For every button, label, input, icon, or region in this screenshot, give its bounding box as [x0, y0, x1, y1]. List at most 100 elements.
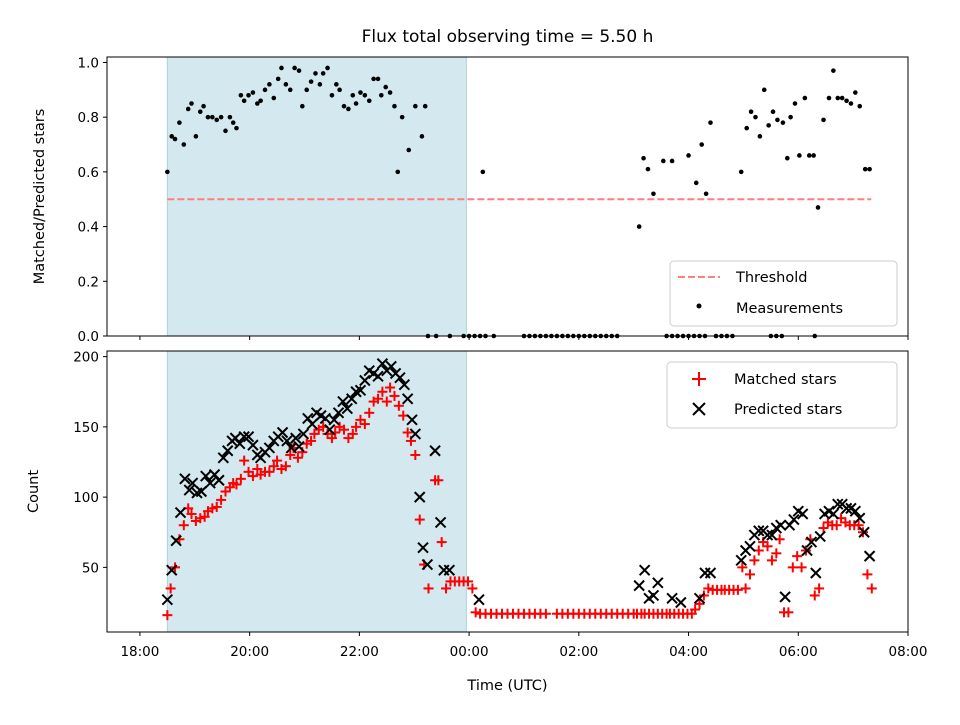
x-axis-label: Time (UTC) [466, 678, 547, 694]
matched-point [359, 419, 370, 430]
predicted-point [200, 470, 212, 482]
measurement-point [292, 65, 297, 71]
matched-point [740, 583, 751, 594]
measurement-point [651, 191, 656, 197]
measurement-point [353, 101, 359, 106]
measurement-point [770, 109, 776, 115]
matched-point [216, 494, 227, 505]
measurement-point [645, 166, 651, 172]
matched-point [436, 537, 447, 548]
measurement-point [661, 158, 666, 164]
matched-point [186, 508, 197, 519]
matched-point [766, 555, 777, 566]
predicted-point [693, 592, 706, 604]
predicted-point [854, 512, 866, 524]
predicted-point [281, 435, 293, 447]
predicted-point [166, 564, 178, 576]
bottom-y-tick-label: 50 [82, 560, 99, 576]
predicted-point [744, 540, 756, 553]
bottom-y-tick-label: 200 [73, 350, 99, 366]
predicted-point [652, 577, 664, 589]
measurement-point [395, 169, 401, 175]
legend-threshold-label: Threshold [735, 270, 807, 286]
measurement-point [317, 82, 323, 87]
predicted-point [735, 554, 747, 567]
matched-stars-series [162, 382, 877, 621]
measurement-point [383, 84, 389, 90]
x-tick-label: 20:00 [230, 644, 269, 660]
measurement-point [313, 71, 318, 76]
matched-point [796, 562, 807, 573]
measurement-point [350, 92, 356, 98]
measurement-point [218, 114, 224, 120]
matched-point [306, 435, 317, 446]
measurement-point [337, 87, 342, 93]
measurement-point [757, 134, 763, 139]
measurement-point [839, 95, 845, 101]
measurement-point [205, 114, 211, 120]
measurement-point [857, 103, 863, 109]
predicted-point [276, 426, 289, 439]
matched-point [339, 424, 350, 435]
measurement-point [296, 68, 302, 73]
measurement-point [826, 95, 832, 101]
predicted-point [788, 513, 800, 526]
matched-point [373, 393, 384, 404]
predicted-point [827, 508, 840, 520]
matched-point [862, 569, 873, 580]
measurement-point [234, 125, 239, 131]
measurement-point [853, 90, 858, 95]
matched-point [433, 475, 444, 486]
measurement-point [267, 82, 272, 87]
matched-point [377, 386, 388, 397]
predicted-point [204, 477, 216, 489]
measurement-point [250, 90, 256, 95]
predicted-point [328, 414, 340, 426]
matched-point [771, 548, 782, 559]
matched-point [787, 562, 798, 573]
measurement-point [210, 114, 215, 120]
measurement-point [341, 103, 347, 109]
predicted-point [401, 393, 414, 405]
x-tick-label: 02:00 [559, 644, 598, 660]
predicted-point [183, 484, 196, 496]
measurement-point [246, 92, 251, 98]
matched-point [866, 583, 877, 594]
matched-point [423, 583, 434, 594]
measurement-point [797, 153, 802, 158]
measurement-point [699, 142, 705, 147]
matched-point [470, 607, 481, 618]
matched-point [410, 449, 421, 460]
matched-point [235, 473, 246, 484]
matched-point [762, 541, 773, 552]
matched-point [280, 461, 291, 472]
matched-point [195, 513, 206, 524]
x-tick-label: 04:00 [669, 644, 708, 660]
predicted-point [675, 596, 687, 609]
matched-point [292, 452, 303, 463]
measurement-point [748, 109, 754, 115]
measurement-point [788, 114, 793, 120]
measurement-point [214, 117, 220, 123]
chart-title: Flux total observing time = 5.50 h [362, 27, 654, 47]
measurement-point [181, 142, 187, 147]
matched-point [178, 520, 189, 531]
measurement-point [165, 169, 170, 175]
measurement-point [177, 120, 182, 125]
matched-point [231, 479, 242, 490]
matched-point [749, 555, 760, 566]
predicted-point [345, 393, 358, 405]
matched-point [690, 604, 701, 615]
measurement-point [848, 101, 854, 106]
measurement-point [413, 103, 418, 109]
measurement-point [703, 191, 709, 197]
predicted-point [417, 541, 429, 554]
matched-point [818, 523, 829, 534]
matched-point [381, 396, 392, 407]
predicted-point [409, 428, 422, 440]
measurement-point [238, 92, 244, 98]
matched-point [402, 427, 413, 438]
measurement-point [744, 125, 750, 131]
predicted-point [337, 395, 349, 408]
